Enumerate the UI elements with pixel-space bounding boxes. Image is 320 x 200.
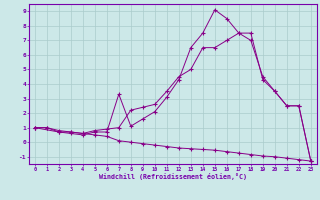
X-axis label: Windchill (Refroidissement éolien,°C): Windchill (Refroidissement éolien,°C)	[99, 173, 247, 180]
